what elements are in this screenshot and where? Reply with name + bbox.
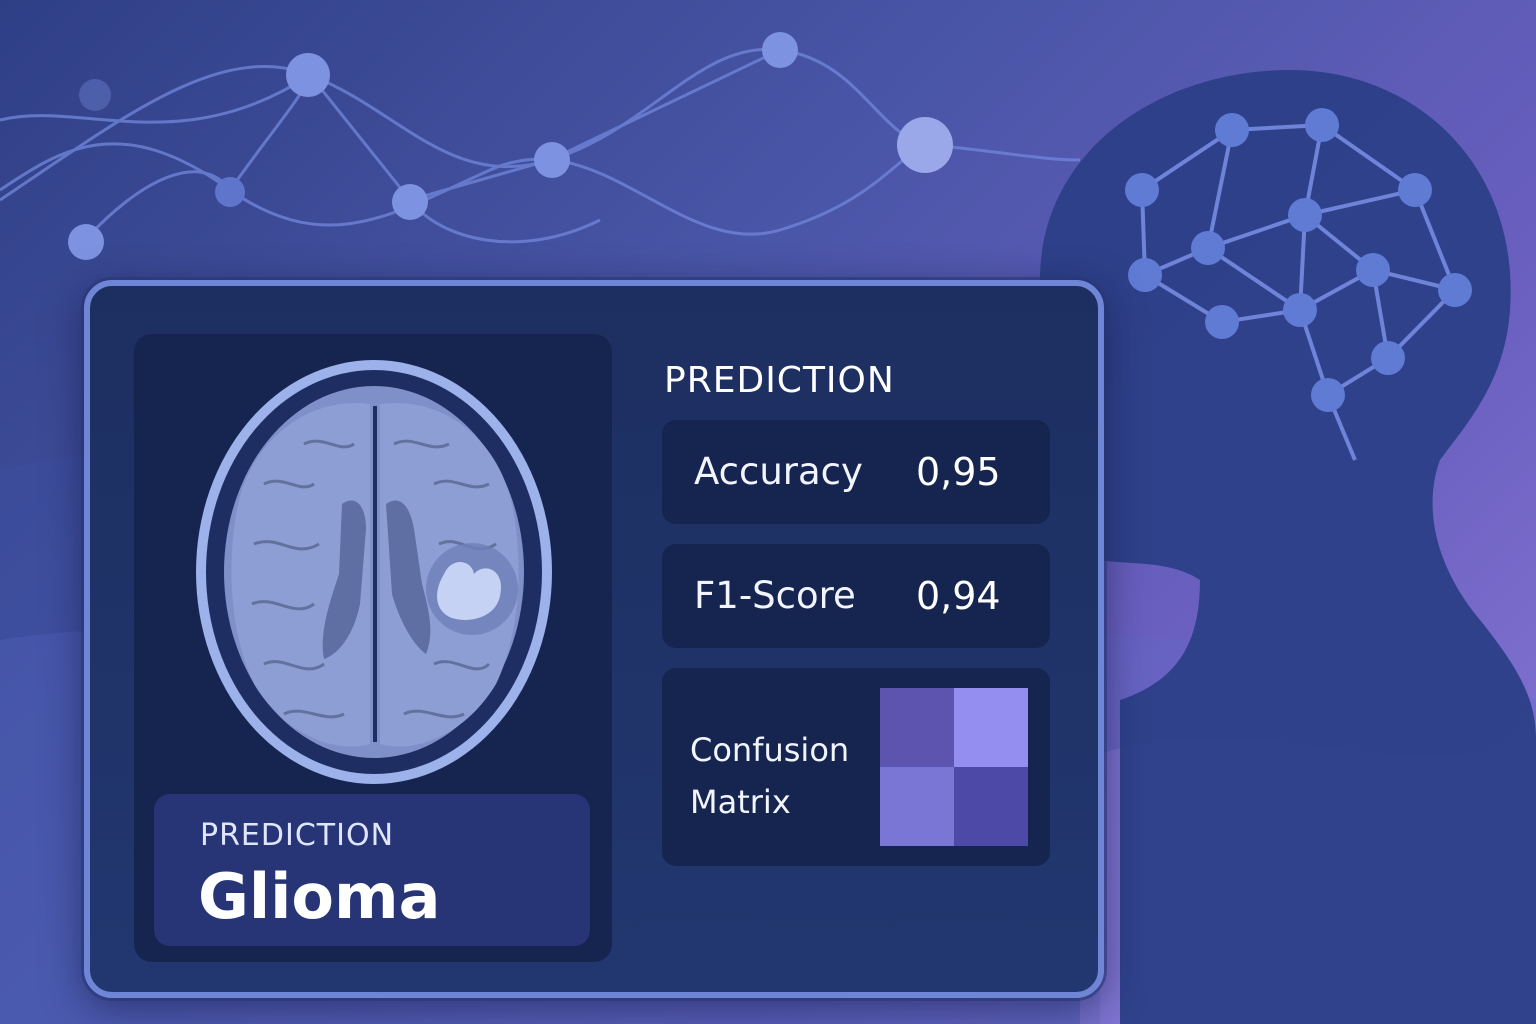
network-node: [762, 32, 798, 68]
network-node: [534, 142, 570, 178]
prediction-section-title: PREDICTION: [664, 360, 895, 401]
brain-left-hemisphere: [231, 402, 370, 747]
f1-score-label: F1-Score: [694, 574, 856, 617]
confusion-matrix-card: Confusion Matrix: [662, 668, 1050, 866]
brain-node: [1205, 305, 1239, 339]
confusion-matrix-cell: [954, 688, 1028, 767]
confusion-matrix-label-line1: Confusion: [690, 731, 850, 769]
tumor-lesion: [437, 561, 502, 620]
network-node: [79, 79, 111, 111]
brain-node: [1215, 113, 1249, 147]
confusion-matrix-cell: [880, 688, 954, 767]
prediction-result-value: Glioma: [198, 860, 441, 933]
network-node: [392, 184, 428, 220]
brain-node: [1283, 293, 1317, 327]
confusion-matrix-grid: [880, 688, 1028, 846]
network-node: [68, 224, 104, 260]
brain-node: [1125, 173, 1159, 207]
ventricle-left: [322, 500, 366, 659]
confusion-matrix-label: Confusion Matrix: [690, 724, 870, 828]
wave-line: [83, 74, 601, 244]
network-node: [286, 53, 330, 97]
brain-node: [1128, 258, 1162, 292]
head-silhouette: [1040, 70, 1536, 1024]
brain-node: [1371, 341, 1405, 375]
prediction-result-label: PREDICTION: [200, 818, 395, 853]
wave-line: [0, 48, 781, 202]
accuracy-label: Accuracy: [694, 450, 863, 493]
brain-mri-image: [196, 360, 552, 784]
ventricle-right: [386, 500, 431, 654]
f1-score-metric-card: F1-Score 0,94: [662, 544, 1050, 648]
brain-node: [1311, 378, 1345, 412]
brain-node: [1438, 273, 1472, 307]
f1-score-value: 0,94: [916, 574, 1001, 618]
confusion-matrix-cell: [954, 767, 1028, 846]
prediction-result-box: PREDICTION Glioma: [154, 794, 590, 946]
brain-node: [1356, 253, 1390, 287]
confusion-matrix-label-line2: Matrix: [690, 783, 791, 821]
confusion-matrix-cell: [880, 767, 954, 846]
accuracy-metric-card: Accuracy 0,95: [662, 420, 1050, 524]
network-node: [215, 177, 245, 207]
brain-node: [1305, 108, 1339, 142]
brain-node: [1288, 198, 1322, 232]
wave-line: [0, 142, 931, 236]
accuracy-value: 0,95: [916, 450, 1001, 494]
network-node: [897, 117, 953, 173]
mri-scan-card: PREDICTION Glioma: [134, 334, 612, 962]
brain-node: [1191, 231, 1225, 265]
brain-node: [1398, 173, 1432, 207]
prediction-panel: PREDICTION Glioma PREDICTION Accuracy 0,…: [84, 280, 1104, 998]
